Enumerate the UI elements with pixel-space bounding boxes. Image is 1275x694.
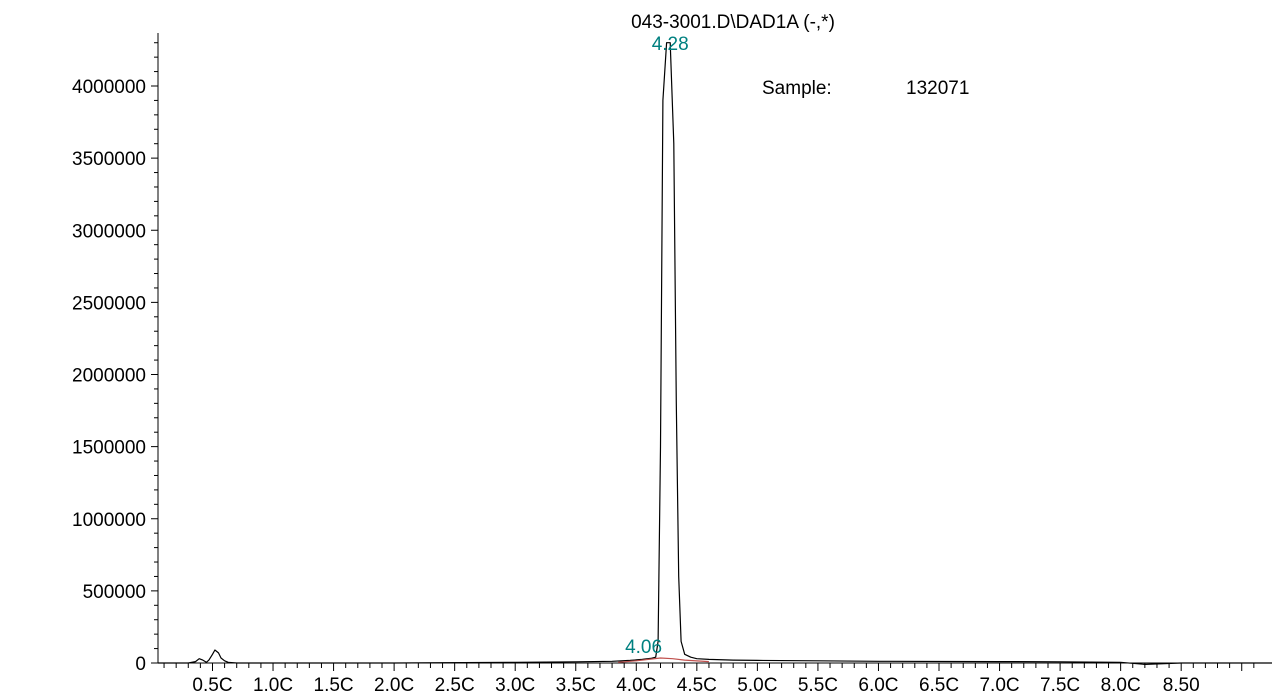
sample-label: Sample: bbox=[762, 78, 832, 99]
x-tick-label: 2.0C bbox=[374, 675, 414, 694]
x-tick-label: 1.0C bbox=[253, 675, 293, 694]
x-tick-label: 7.0C bbox=[979, 675, 1019, 694]
x-tick-label: 8.50 bbox=[1163, 675, 1200, 694]
peak-labels: 4.28 4.06 bbox=[625, 34, 689, 658]
series-line-2 bbox=[618, 657, 709, 663]
series-line-1 bbox=[158, 42, 1272, 666]
y-tick-label: 2500000 bbox=[72, 293, 146, 314]
peak-label: 4.28 bbox=[652, 34, 689, 55]
x-tick-label: 8.0C bbox=[1101, 675, 1141, 694]
x-tick-label: 3.0C bbox=[495, 675, 535, 694]
sample-value: 132071 bbox=[906, 78, 969, 99]
x-tick-label: 6.0C bbox=[858, 675, 898, 694]
y-tick-label: 3000000 bbox=[72, 221, 146, 242]
chart-title: 043-3001.D\DAD1A (-,*) bbox=[631, 12, 835, 33]
y-tick-label: 3500000 bbox=[72, 149, 146, 170]
x-tick-label: 4.0C bbox=[616, 675, 656, 694]
y-tick-label: 2000000 bbox=[72, 366, 146, 387]
x-tick-label: 5.5C bbox=[798, 675, 838, 694]
x-tick-label: 3.5C bbox=[556, 675, 596, 694]
x-tick-label: 1.5C bbox=[314, 675, 354, 694]
y-axis: 0 500000 1000000 1500000 2000000 2500000 30000… bbox=[72, 33, 159, 675]
x-tick-label: 2.5C bbox=[435, 675, 475, 694]
y-tick-label: 1000000 bbox=[72, 510, 146, 531]
y-tick-label: 0 bbox=[135, 654, 146, 675]
x-tick-label: 7.5C bbox=[1040, 675, 1080, 694]
peak-label: 4.06 bbox=[625, 637, 662, 658]
y-tick-label: 1500000 bbox=[72, 438, 146, 459]
y-tick-label: 4000000 bbox=[72, 77, 146, 98]
x-tick-label: 5.0C bbox=[737, 675, 777, 694]
x-axis: 0.5C 1.0C 1.5C 2.0C 2.5C 3.0C 3.5C 4.0C 4.5C 5.0C… bbox=[158, 662, 1272, 694]
x-tick-label: 6.5C bbox=[919, 675, 959, 694]
x-tick-label: 0.5C bbox=[192, 675, 232, 694]
y-tick-label: 500000 bbox=[83, 582, 146, 603]
plot-lines bbox=[158, 42, 1272, 666]
x-tick-label: 4.5C bbox=[677, 675, 717, 694]
